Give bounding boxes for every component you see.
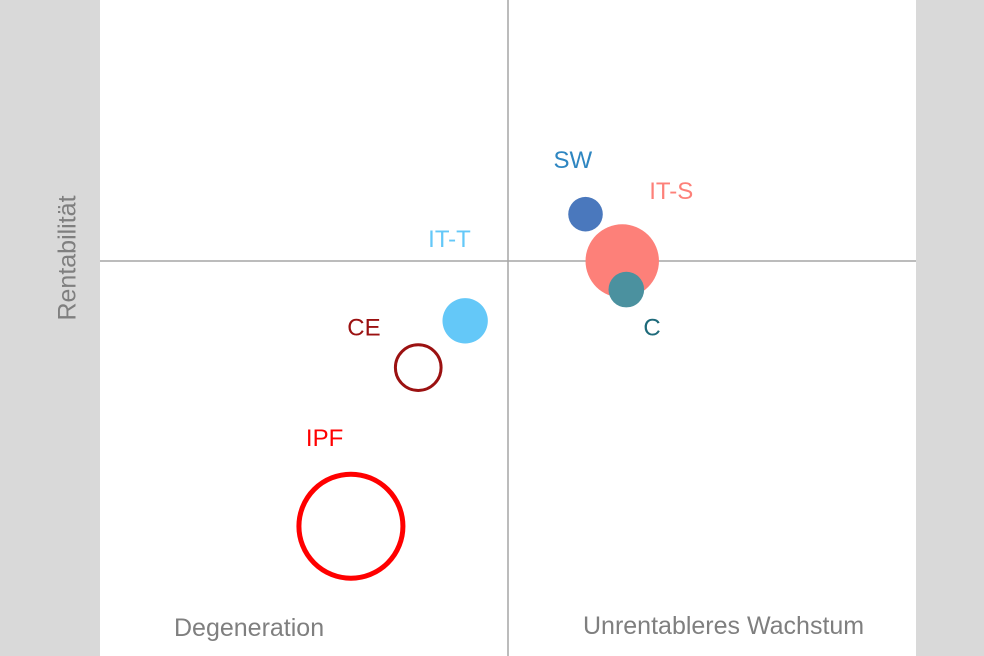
data-label-c: C xyxy=(643,315,660,342)
data-label-ipf: IPF xyxy=(306,425,343,452)
bubble-it-t xyxy=(442,298,488,344)
bubble-ce xyxy=(393,343,443,392)
data-label-sw: SW xyxy=(554,147,593,174)
y-axis-title: Rentabilität xyxy=(53,195,82,321)
bubble-c xyxy=(608,271,645,308)
bubble-ipf xyxy=(296,471,406,581)
quadrant-label-degeneration: Degeneration xyxy=(174,614,325,642)
data-label-it-t: IT-T xyxy=(428,226,471,253)
data-label-ce: CE xyxy=(347,315,380,342)
quadrant-label-unrentables-wachstum: Unrentableres Wachstum xyxy=(583,612,865,640)
bubble-sw xyxy=(568,196,603,232)
data-label-it-s: IT-S xyxy=(649,178,693,205)
